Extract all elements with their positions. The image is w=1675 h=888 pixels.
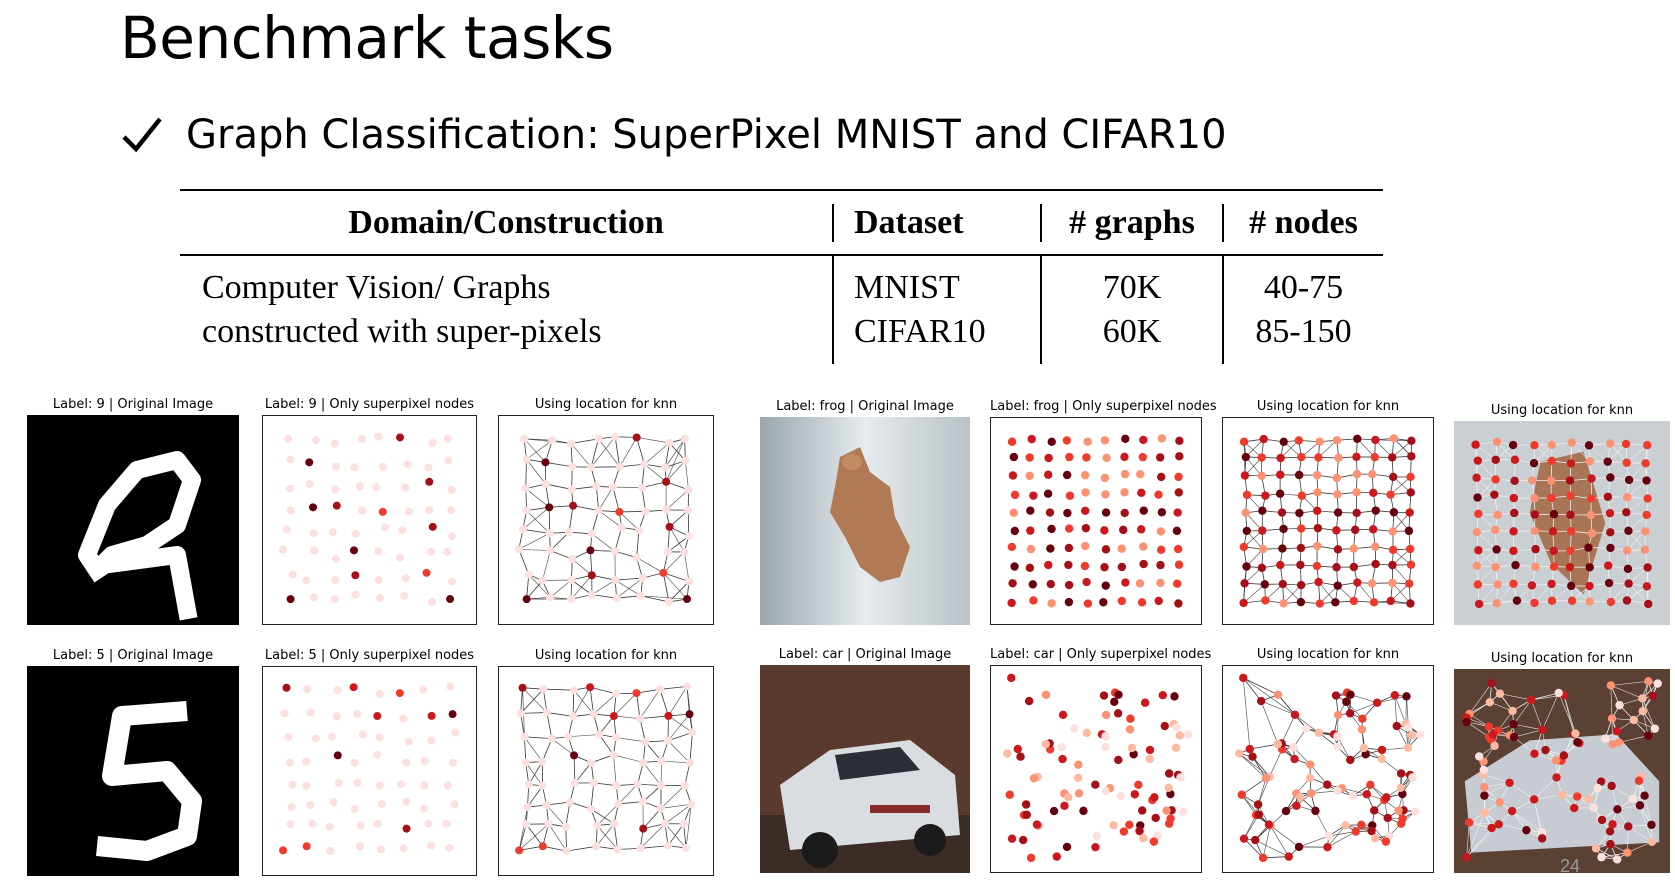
panel-car-knn: Using location for knn	[1222, 647, 1434, 873]
domain-line-1: Computer Vision/ Graphs	[202, 269, 551, 306]
panel-mnist9-superpixel: Label: 9 | Only superpixel nodes	[262, 397, 477, 625]
table-row: Computer Vision/ Graphs constructed with…	[180, 256, 1383, 364]
panel-car-original: Label: car | Original Image	[760, 647, 970, 873]
frog-image	[760, 417, 970, 625]
graphs-cifar: 60K	[1102, 313, 1162, 350]
graphs-cell: 70K 60K	[1040, 256, 1222, 364]
caption: Label: 5 | Original Image	[52, 648, 214, 663]
header-domain: Domain/Construction	[348, 203, 664, 241]
panel-frog-knn: Using location for knn	[1222, 399, 1434, 625]
car-image	[760, 665, 970, 873]
panel-frog-superpixel: Label: frog | Only superpixel nodes	[990, 399, 1217, 625]
domain-cell: Computer Vision/ Graphs constructed with…	[180, 256, 832, 364]
caption: Label: frog | Original Image	[776, 399, 954, 414]
caption: Using location for knn	[1256, 647, 1400, 662]
header-graphs: # graphs	[1040, 203, 1222, 242]
page-number: 24	[1560, 856, 1581, 876]
caption: Using location for knn	[534, 648, 678, 663]
panel-mnist5-superpixel: Label: 5 | Only superpixel nodes	[262, 648, 477, 876]
bullet-item: Graph Classification: SuperPixel MNIST a…	[120, 112, 1227, 158]
panel-mnist5-knn: Using location for knn	[498, 648, 714, 876]
panel-frog-knn-overlay: Using location for knn	[1454, 403, 1670, 625]
dataset-cell: MNIST CIFAR10	[832, 256, 1040, 364]
knn-graph-plot	[1222, 417, 1434, 625]
superpixel-plot	[990, 417, 1202, 625]
domain-line-2: constructed with super-pixels	[202, 313, 602, 350]
caption: Label: 9 | Original Image	[52, 397, 214, 412]
table-header-row: Domain/Construction Dataset # graphs # n…	[180, 191, 1383, 256]
nodes-mnist: 40-75	[1263, 269, 1344, 306]
panel-car-superpixel: Label: car | Only superpixel nodes	[990, 647, 1212, 873]
caption: Label: 9 | Only superpixel nodes	[264, 397, 475, 412]
superpixel-plot	[262, 415, 477, 625]
header-dataset: Dataset	[832, 203, 1040, 242]
caption: Label: car | Only superpixel nodes	[990, 647, 1212, 662]
caption: Using location for knn	[1490, 651, 1634, 666]
knn-graph-plot	[1222, 665, 1434, 873]
caption: Label: frog | Only superpixel nodes	[990, 399, 1217, 414]
panel-mnist9-knn: Using location for knn	[498, 397, 714, 625]
panel-car-knn-overlay: Using location for knn	[1454, 651, 1670, 873]
caption: Using location for knn	[1256, 399, 1400, 414]
dataset-cifar: CIFAR10	[854, 313, 986, 350]
nodes-cell: 40-75 85-150	[1222, 256, 1383, 364]
nodes-cifar: 85-150	[1255, 313, 1352, 350]
superpixel-plot	[262, 666, 477, 876]
digit-9-image	[27, 415, 239, 625]
dataset-table: Domain/Construction Dataset # graphs # n…	[180, 189, 1383, 364]
caption: Label: car | Original Image	[778, 647, 952, 662]
panel-mnist5-original: Label: 5 | Original Image	[27, 648, 239, 876]
header-nodes: # nodes	[1222, 203, 1383, 242]
bullet-text: Graph Classification: SuperPixel MNIST a…	[186, 112, 1227, 158]
digit-5-image	[27, 666, 239, 876]
caption: Using location for knn	[534, 397, 678, 412]
slide-title: Benchmark tasks	[120, 4, 614, 72]
checkmark-icon	[122, 117, 162, 153]
caption: Using location for knn	[1490, 403, 1634, 418]
dataset-mnist: MNIST	[854, 269, 960, 306]
knn-graph-plot	[498, 666, 714, 876]
knn-graph-plot	[498, 415, 714, 625]
superpixel-plot	[990, 665, 1202, 873]
graphs-mnist: 70K	[1102, 269, 1162, 306]
panel-frog-original: Label: frog | Original Image	[760, 399, 970, 625]
panel-mnist9-original: Label: 9 | Original Image	[27, 397, 239, 625]
knn-overlay-plot	[1454, 669, 1670, 873]
caption: Label: 5 | Only superpixel nodes	[264, 648, 475, 663]
knn-overlay-plot	[1454, 421, 1670, 625]
